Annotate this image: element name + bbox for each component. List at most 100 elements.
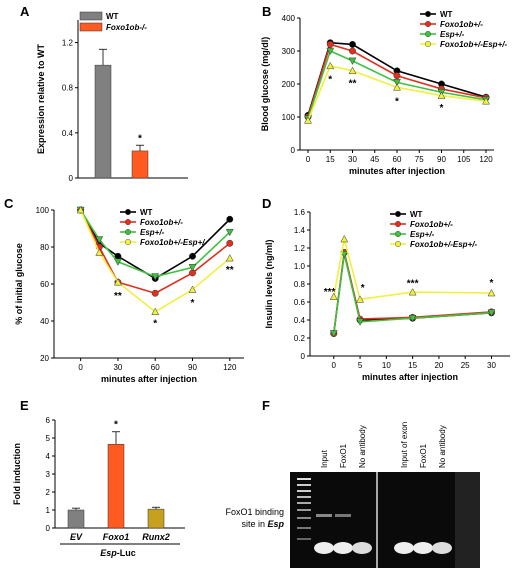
gel-dimer-2 xyxy=(333,542,353,554)
chart-c-legend-marker xyxy=(124,228,131,235)
chart-c-legend-label: Foxo1ob+/-Esp+/- xyxy=(140,238,207,247)
chart-a-legend-swatch xyxy=(79,22,103,32)
gel-dimer-3 xyxy=(352,542,372,554)
chart-d-legend-label: Esp+/- xyxy=(410,230,435,239)
chart-b-point xyxy=(326,61,335,70)
chart-b-significance: * xyxy=(395,97,399,108)
chart-a-significance: * xyxy=(138,133,142,144)
chart-d-significance: * xyxy=(361,283,365,294)
chart-b-y-tick-label: 200 xyxy=(282,80,296,89)
chart-d-point xyxy=(487,288,496,297)
chart-d-y-label: Insulin levels (ng/ml) xyxy=(264,239,274,328)
chart-b-x-tick-label: 120 xyxy=(479,155,493,164)
chart-d-x-tick-label: 20 xyxy=(434,361,443,370)
gel-lane-label-3: No antibody xyxy=(358,425,367,468)
chart-c-point xyxy=(188,285,197,293)
chart-e-y-tick-label: 1 xyxy=(46,506,51,515)
gel-edge xyxy=(455,472,480,568)
chart-b-series-line xyxy=(307,64,487,121)
chart-c-y-tick-label: 60 xyxy=(40,280,49,289)
chart-c-y-tick-label: 40 xyxy=(40,317,49,326)
chart-c-significance: ** xyxy=(226,265,234,276)
panel-label-e: E xyxy=(20,398,29,413)
chart-e-x-label: Esp-Luc xyxy=(100,548,136,558)
chart-c-point xyxy=(151,273,160,281)
chart-e-y-tick-label: 0 xyxy=(46,524,51,533)
chart-a-legend-label: Foxo1ob-/- xyxy=(106,23,147,32)
chart-d-y-tick-label: 0.6 xyxy=(294,298,306,307)
chart-d-y-tick-label: 0.8 xyxy=(294,280,306,289)
gel-image: Input FoxO1 No antibody Input of exon Fo… xyxy=(225,422,480,568)
chart-b-point xyxy=(393,83,401,91)
chart-c-x-tick-label: 120 xyxy=(223,363,237,372)
chart-b-point xyxy=(393,72,401,80)
gel-lane-label-5: FoxO1 xyxy=(419,443,428,468)
chart-d-x-tick-label: 5 xyxy=(358,361,363,370)
chart-b-legend-marker xyxy=(425,21,432,28)
chart-c-point xyxy=(226,239,234,247)
chart-b-x-label: minutes after injection xyxy=(349,166,445,176)
chart-c-point xyxy=(76,205,85,214)
chart-a-bar xyxy=(131,150,149,179)
chart-d-significance: *** xyxy=(407,279,419,290)
chart-c-point xyxy=(151,307,160,315)
gel-lane-label-4: Input of exon xyxy=(400,422,409,468)
chart-c-point xyxy=(189,252,196,260)
chart-d-significance: *** xyxy=(324,287,336,298)
chart-e-category-label: EV xyxy=(70,532,83,542)
chart-b-legend-label: Esp+/- xyxy=(440,30,465,39)
chart-c-point xyxy=(95,236,104,244)
chart-d-y-tick-label: 0 xyxy=(301,352,306,361)
chart-b-point xyxy=(326,40,334,48)
chart-b-series-line xyxy=(307,43,487,118)
gel-ladder xyxy=(297,478,311,540)
chart-b-y-tick-label: 300 xyxy=(282,47,296,56)
chart-c-legend-marker xyxy=(124,238,131,245)
chart-c-legend-marker xyxy=(124,218,131,225)
chart-d-x-tick-label: 0 xyxy=(332,361,337,370)
chart-d-y-tick-label: 0.4 xyxy=(294,316,306,325)
chart-d-x-tick-label: 15 xyxy=(408,361,417,370)
chart-d-legend-marker xyxy=(395,210,402,217)
chart-e-y-tick-label: 3 xyxy=(46,470,51,479)
chart-c-x-tick-label: 30 xyxy=(113,363,122,372)
chart-d-point xyxy=(487,309,496,317)
chart-b-legend-label: WT xyxy=(440,10,453,19)
chart-d-y-tick-label: 1.6 xyxy=(294,208,306,217)
chart-d-legend-label: WT xyxy=(410,210,423,219)
chart-d-x-tick-label: 30 xyxy=(487,361,496,370)
chart-b-point xyxy=(304,116,312,124)
chart-b-point xyxy=(348,57,357,65)
chart-b-point xyxy=(437,91,446,99)
chart-b-significance: * xyxy=(440,103,444,114)
chart-b-legend-label: Foxo1ob+/- xyxy=(440,20,483,29)
chart-b-x-tick-label: 105 xyxy=(457,155,471,164)
chart-b-point xyxy=(393,79,401,87)
chart-b-series-line xyxy=(307,49,487,119)
panel-label-a: A xyxy=(20,4,30,19)
chart-a-y-tick-label: 0.4 xyxy=(62,129,74,138)
chart-d-point xyxy=(356,318,364,326)
chart-b-point xyxy=(349,47,356,55)
chart-e-y-tick-label: 6 xyxy=(46,416,51,425)
chart-c-x-tick-label: 90 xyxy=(188,363,197,372)
chart-a-y-label: Expression relative to WT xyxy=(36,43,46,154)
chart-b-x-tick-label: 75 xyxy=(415,155,424,164)
chart-b-legend-marker xyxy=(425,10,432,17)
chart-b-point xyxy=(348,66,357,75)
chart-d-significance: * xyxy=(490,278,494,289)
chart-c-point xyxy=(225,254,234,262)
gel-band-input xyxy=(316,514,332,517)
chart-d-point xyxy=(408,314,417,323)
chart-a-y-tick-label: 0 xyxy=(69,174,74,183)
chart-b-x-tick-label: 45 xyxy=(370,155,379,164)
chart-b-significance: ** xyxy=(349,79,357,90)
chart-d-x-tick-label: 25 xyxy=(461,361,470,370)
chart-d-y-tick-label: 1.4 xyxy=(294,226,306,235)
gel-dimer-5 xyxy=(413,542,433,554)
chart-c-x-tick-label: 60 xyxy=(151,363,160,372)
chart-c-series-line xyxy=(79,209,231,295)
chart-c-point xyxy=(151,289,159,297)
chart-a-legend-swatch xyxy=(79,11,103,21)
